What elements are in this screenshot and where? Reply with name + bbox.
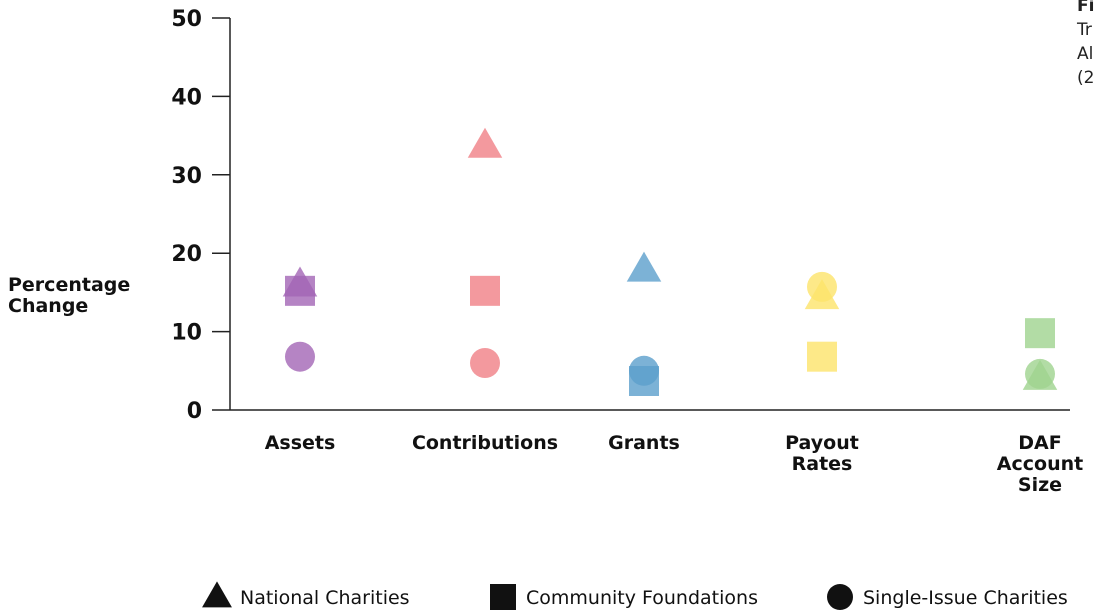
legend-item: Community Foundations (490, 584, 758, 610)
square-marker (470, 275, 500, 306)
circle-marker (1025, 358, 1055, 389)
legend-label: National Charities (240, 587, 410, 609)
triangle-marker (626, 251, 662, 282)
y-axis-label: Percentage Change (8, 274, 131, 317)
y-tick-label: 40 (171, 85, 202, 110)
triangle-marker (467, 127, 503, 158)
triangle-marker (202, 581, 232, 608)
y-tick-label: 50 (171, 7, 202, 32)
circle-marker (807, 271, 837, 302)
x-tick-label: DAF Account Size (996, 432, 1084, 496)
annotation: Tr (1077, 20, 1092, 40)
x-tick-label: Grants (608, 432, 680, 454)
y-tick-label: 0 (187, 399, 202, 424)
x-tick-label: Contributions (411, 432, 559, 454)
square-marker (1025, 318, 1055, 349)
legend-label: Community Foundations (526, 587, 758, 609)
legend-item: Single-Issue Charities (827, 584, 1068, 610)
x-tick-label: Payout Rates (785, 432, 859, 475)
square-marker (285, 275, 315, 306)
annotation: (2 (1077, 68, 1095, 88)
annotation: Al (1077, 44, 1094, 64)
legend-item: National Charities (202, 581, 410, 609)
square-marker (807, 341, 837, 372)
circle-marker (629, 355, 659, 386)
circle-marker (827, 584, 853, 610)
circle-marker (285, 341, 315, 372)
annotation: Fi (1077, 0, 1095, 16)
x-tick-label: Assets (264, 432, 336, 454)
y-tick-label: 10 (171, 321, 202, 346)
square-marker (490, 584, 516, 610)
y-tick-label: 20 (171, 242, 202, 267)
legend-label: Single-Issue Charities (863, 587, 1068, 609)
circle-marker (470, 347, 500, 378)
y-tick-label: 30 (171, 164, 202, 189)
